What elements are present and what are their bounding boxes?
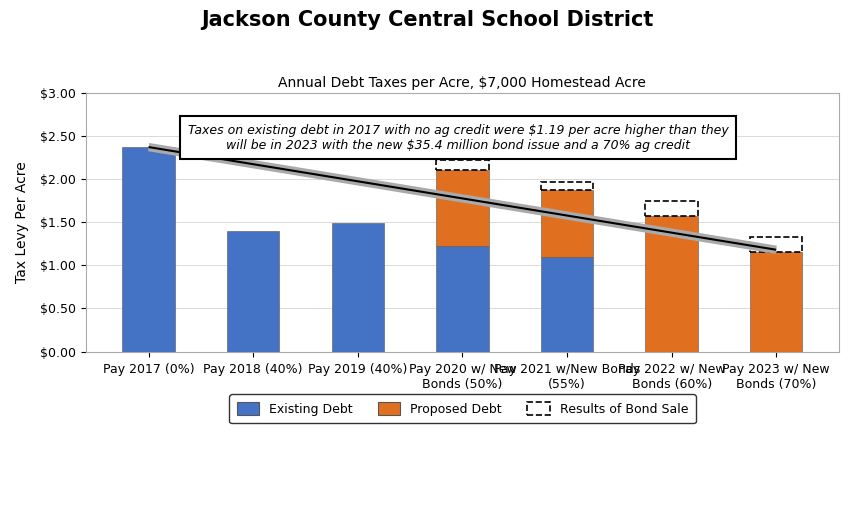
Title: Annual Debt Taxes per Acre, $7,000 Homestead Acre: Annual Debt Taxes per Acre, $7,000 Homes…	[278, 76, 646, 90]
Bar	[540, 257, 593, 351]
Bar	[540, 183, 593, 190]
Legend: Existing Debt, Proposed Debt, Results of Bond Sale: Existing Debt, Proposed Debt, Results of…	[229, 394, 694, 423]
Text: Taxes on existing debt in 2017 with no ag credit were $1.19 per acre higher than: Taxes on existing debt in 2017 with no a…	[188, 124, 728, 152]
Bar	[122, 147, 175, 351]
Bar	[540, 190, 593, 257]
Bar	[331, 223, 384, 351]
Bar	[436, 169, 488, 246]
Y-axis label: Tax Levy Per Acre: Tax Levy Per Acre	[15, 161, 29, 283]
Text: Jackson County Central School District: Jackson County Central School District	[200, 10, 653, 30]
Bar	[645, 216, 697, 351]
Bar	[436, 160, 488, 170]
Bar	[227, 231, 279, 351]
Bar	[436, 246, 488, 351]
Bar	[749, 253, 802, 351]
Bar	[749, 237, 802, 253]
Bar	[645, 201, 697, 216]
